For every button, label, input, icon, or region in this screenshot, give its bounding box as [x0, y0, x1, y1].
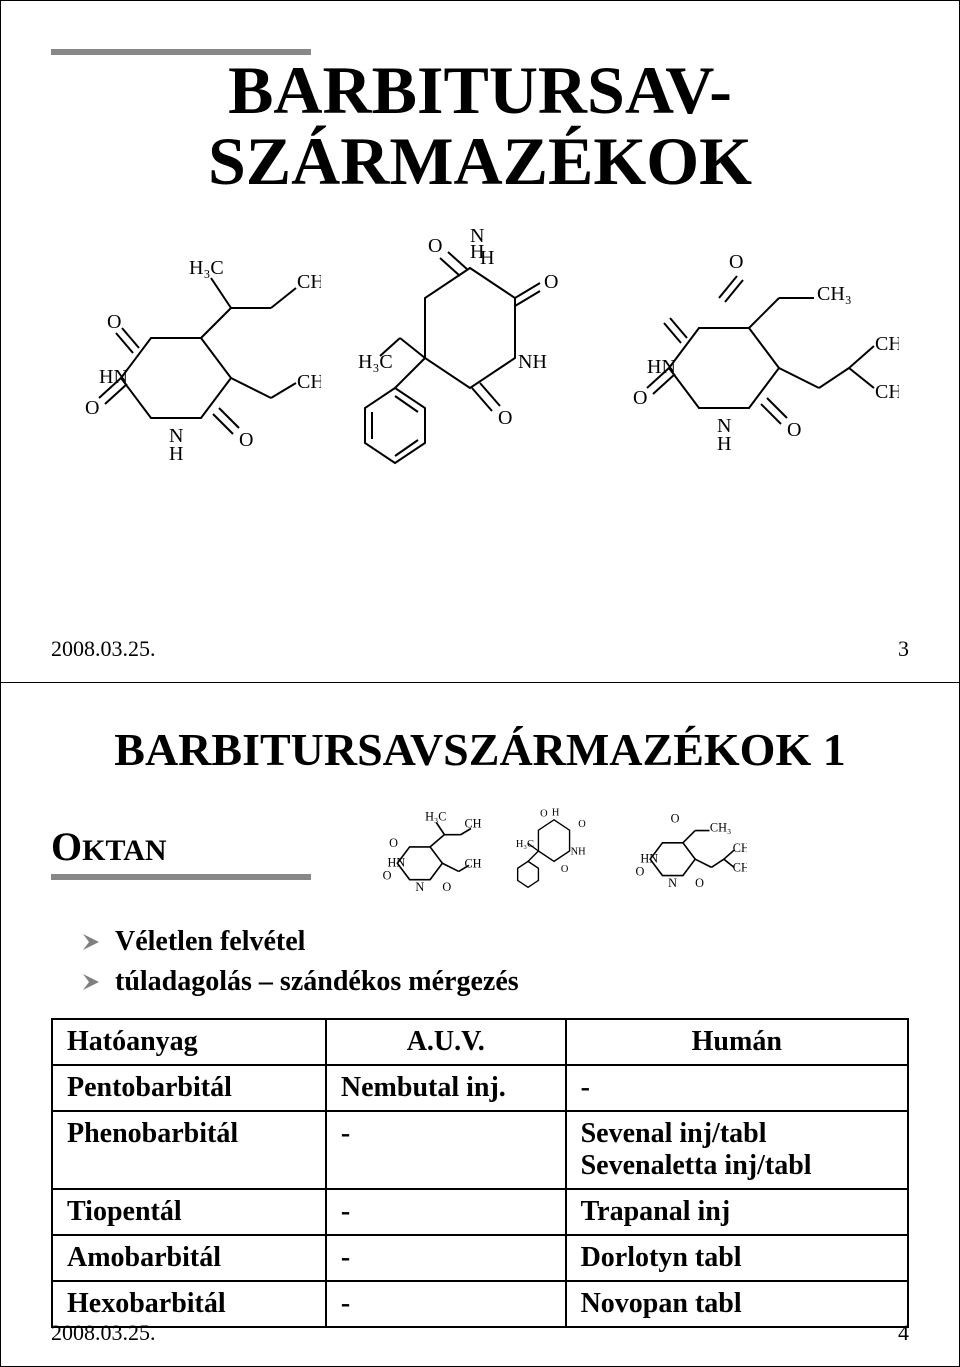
molecule-small-2: O O O H NH H₃C: [499, 806, 609, 896]
svg-text:H₃C: H₃C: [358, 351, 393, 373]
svg-text:CH₃: CH₃: [464, 816, 481, 830]
svg-text:H₃C: H₃C: [425, 810, 446, 824]
table-cell: -: [326, 1189, 566, 1235]
svg-text:HN: HN: [99, 366, 128, 388]
molecule-amobarbital: O O O HN NH CH₃ CH₃ CH₃: [619, 238, 899, 498]
title-line-2: SZÁRMAZÉKOK: [208, 123, 752, 199]
section-prefix: O: [51, 824, 82, 869]
svg-text:CH₃: CH₃: [733, 860, 747, 874]
table-cell: Pentobarbitál: [52, 1065, 326, 1111]
section-rest: KTAN: [82, 834, 166, 867]
svg-text:O: O: [498, 407, 512, 429]
molecule-pentobarbital: O O O HN NH H₃C CH₃ CH₃: [61, 238, 321, 498]
table-cell: Nembutal inj.: [326, 1065, 566, 1111]
slide-1: BARBITURSAV- SZÁRMAZÉKOK: [0, 0, 960, 683]
svg-text:CH₃: CH₃: [817, 283, 852, 305]
table-row: Phenobarbitál - Sevenal inj/tabl Sevenal…: [52, 1111, 908, 1189]
slide-2: BARBITURSAVSZÁRMAZÉKOK 1 OKTAN HNNOOO H₃…: [0, 683, 960, 1367]
bullet-text: Véletlen felvétel: [115, 926, 305, 958]
svg-text:O: O: [544, 271, 558, 293]
section-underline: [51, 874, 311, 880]
svg-text:O: O: [671, 811, 680, 825]
table-cell: -: [326, 1111, 566, 1189]
bullet-arrow-icon: [81, 972, 101, 992]
table-header: Hatóanyag: [52, 1019, 326, 1065]
table-row: Pentobarbitál Nembutal inj. -: [52, 1065, 908, 1111]
footer-pagenum: 3: [898, 636, 909, 662]
svg-text:O: O: [85, 397, 99, 419]
svg-text:N: N: [415, 880, 424, 894]
svg-text:H₃C: H₃C: [189, 257, 224, 279]
svg-text:CH₃: CH₃: [733, 841, 747, 855]
svg-text:N: N: [470, 228, 484, 247]
svg-text:HN: HN: [640, 851, 658, 865]
bullet-list: Véletlen felvétel túladagolás – szándéko…: [81, 926, 909, 998]
svg-text:O: O: [729, 251, 743, 273]
table-cell: Dorlotyn tabl: [566, 1235, 908, 1281]
svg-text:O: O: [633, 387, 647, 409]
svg-text:O: O: [787, 419, 801, 441]
svg-text:HN: HN: [647, 356, 676, 378]
svg-text:O: O: [578, 819, 586, 830]
svg-text:CH₃: CH₃: [875, 333, 899, 355]
table-header: Humán: [566, 1019, 908, 1065]
table-row: Tiopentál - Trapanal inj: [52, 1189, 908, 1235]
slide2-title: BARBITURSAVSZÁRMAZÉKOK 1: [51, 723, 909, 776]
slide1-footer: 2008.03.25. 3: [51, 636, 909, 662]
svg-text:CH₃: CH₃: [710, 820, 731, 834]
svg-text:CH₃: CH₃: [297, 371, 321, 393]
svg-text:CH₃: CH₃: [464, 856, 481, 870]
svg-text:O: O: [239, 429, 253, 451]
footer-date: 2008.03.25.: [51, 1320, 156, 1346]
table-cell: Sevenal inj/tabl Sevenaletta inj/tabl: [566, 1111, 908, 1189]
svg-text:O: O: [428, 235, 442, 257]
svg-text:O: O: [442, 880, 451, 894]
molecule-small-3: HNNOOO CH₃CH₃CH₃: [627, 806, 747, 896]
table-cell: -: [326, 1235, 566, 1281]
bullet-item: Véletlen felvétel: [81, 926, 909, 958]
svg-text:O: O: [561, 864, 569, 875]
table-cell: Trapanal inj: [566, 1189, 908, 1235]
svg-text:HN: HN: [388, 856, 406, 870]
svg-text:H: H: [169, 443, 183, 465]
slide2-footer: 2008.03.25. 4: [51, 1320, 909, 1346]
svg-text:O: O: [383, 869, 392, 883]
svg-text:CH₃: CH₃: [875, 381, 899, 403]
molecule-row-small: HNNOOO H₃CCH₃CH₃ OOO HNHH₃C: [371, 806, 747, 896]
table-cell: Amobarbitál: [52, 1235, 326, 1281]
section-label: OKTAN: [51, 823, 311, 870]
title-line-1: BARBITURSAV-: [228, 52, 732, 128]
bullet-item: túladagolás – szándékos mérgezés: [81, 966, 909, 998]
svg-text:O: O: [540, 808, 548, 819]
table-cell: -: [566, 1065, 908, 1111]
svg-text:H: H: [552, 808, 560, 819]
svg-text:O: O: [107, 311, 121, 333]
svg-text:NH: NH: [571, 846, 586, 857]
svg-text:O: O: [389, 836, 398, 850]
svg-text:O: O: [635, 865, 644, 879]
molecule-small-1: HN N O O O H₃C CH₃ CH₃: [371, 806, 481, 896]
bullet-text: túladagolás – szándékos mérgezés: [115, 966, 519, 998]
svg-text:N: N: [668, 876, 677, 890]
bullet-arrow-icon: [81, 932, 101, 952]
data-table: Hatóanyag A.U.V. Humán Pentobarbitál Nem…: [51, 1018, 909, 1328]
molecule-phenobarbital: O O O H NH H₃C H N: [340, 228, 600, 508]
slide1-title: BARBITURSAV- SZÁRMAZÉKOK: [51, 55, 909, 198]
molecule-row-large: O O O HN NH H₃C CH₃ CH₃: [51, 228, 909, 508]
table-cell: Tiopentál: [52, 1189, 326, 1235]
svg-text:NH: NH: [518, 351, 547, 373]
svg-text:O: O: [695, 876, 704, 890]
svg-text:H: H: [717, 433, 731, 455]
svg-text:CH₃: CH₃: [297, 271, 321, 293]
table-header-row: Hatóanyag A.U.V. Humán: [52, 1019, 908, 1065]
table-header: A.U.V.: [326, 1019, 566, 1065]
svg-text:H₃C: H₃C: [516, 839, 534, 850]
table-cell: Phenobarbitál: [52, 1111, 326, 1189]
table-row: Amobarbitál - Dorlotyn tabl: [52, 1235, 908, 1281]
footer-pagenum: 4: [898, 1320, 909, 1346]
footer-date: 2008.03.25.: [51, 636, 156, 662]
